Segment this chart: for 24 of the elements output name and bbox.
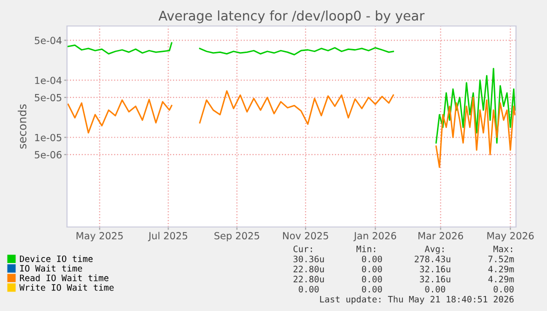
y-tick-label: 5e-04 bbox=[34, 36, 62, 44]
x-tick-label: Nov 2025 bbox=[283, 232, 328, 240]
legend-label: Read IO Wait time bbox=[20, 274, 108, 282]
legend-label: Device IO time bbox=[20, 255, 93, 262]
y-axis-title: seconds bbox=[18, 104, 26, 149]
text: Last update: Thu May 21 18:40:51 2026 bbox=[320, 296, 514, 304]
legend-label: IO Wait time bbox=[20, 264, 82, 272]
y-tick-label: 5e-05 bbox=[34, 94, 62, 102]
text: 22.80u 0.00 32.16u 4.29m bbox=[294, 266, 514, 272]
x-tick-label: May 2025 bbox=[76, 232, 123, 242]
y-tick-label: 5e-06 bbox=[34, 151, 62, 158]
legend-label: Write IO Wait time bbox=[19, 284, 114, 291]
x-tick-label: May 2026 bbox=[487, 232, 534, 242]
text: 22.80u 0.00 32.16u 4.29m bbox=[294, 276, 514, 282]
y-tick-label: 1e-05 bbox=[35, 134, 62, 142]
text: 0.00 0.00 0.00 0.00 bbox=[298, 286, 514, 292]
text: 30.36u 0.00 278.43u 7.52m bbox=[294, 256, 514, 262]
x-tick-label: Sep 2025 bbox=[214, 232, 260, 242]
x-tick-label: Jan 2026 bbox=[353, 232, 396, 242]
x-tick-label: Jul 2025 bbox=[148, 232, 188, 242]
y-tick-label: 1e-04 bbox=[35, 76, 62, 84]
chart-title: Average latency for /dev/loop0 - by year bbox=[158, 10, 425, 24]
text: Cur: Min: Avg: Max: bbox=[294, 245, 512, 254]
x-tick-label: Mar 2026 bbox=[418, 232, 464, 240]
